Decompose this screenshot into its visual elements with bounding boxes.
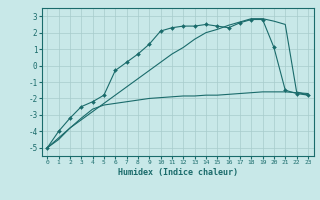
X-axis label: Humidex (Indice chaleur): Humidex (Indice chaleur) xyxy=(118,168,237,177)
